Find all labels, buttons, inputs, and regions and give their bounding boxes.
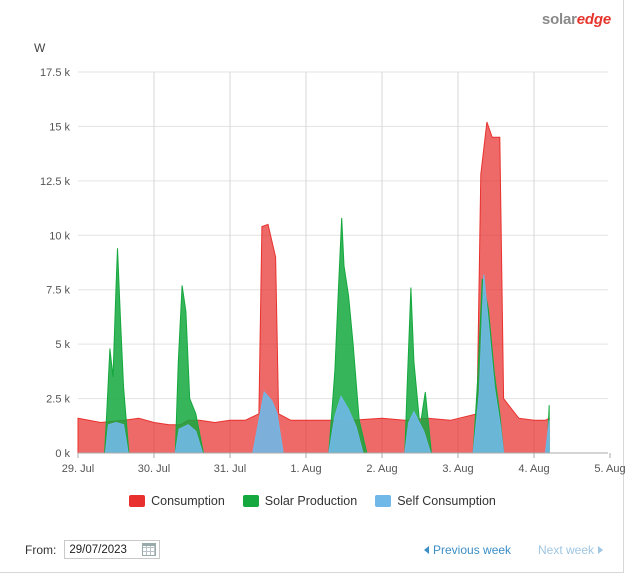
chart-axes: 0 k 2.5 k 5 k 7.5 k 10 k 12.5 k 15 k 17.5 k 29. … bbox=[34, 41, 625, 475]
legend-label-self-consumption: Self Consumption bbox=[397, 494, 496, 508]
date-value: 29/07/2023 bbox=[69, 543, 127, 556]
logo-part1: solar bbox=[541, 11, 577, 28]
chevron-right-icon bbox=[598, 546, 604, 554]
x-tick-label: 1. Aug bbox=[290, 463, 321, 475]
y-tick-label: 5 k bbox=[55, 339, 70, 351]
series-area-consumption bbox=[77, 121, 550, 454]
chart-areas bbox=[77, 121, 550, 454]
date-picker-row: From: 29/07/2023 bbox=[25, 540, 161, 559]
y-tick-label: 10 k bbox=[49, 230, 70, 242]
solaredge-logo: solaredge bbox=[542, 11, 611, 28]
date-input[interactable]: 29/07/2023 bbox=[64, 540, 161, 559]
x-tick-label: 5. Aug bbox=[594, 463, 625, 475]
series-area-solar-production bbox=[104, 217, 550, 454]
energy-chart: 0 k 2.5 k 5 k 7.5 k 10 k 12.5 k 15 k 17.5 k 29. … bbox=[34, 41, 625, 475]
legend-swatch-self-consumption bbox=[375, 495, 392, 507]
logo-part2: edge bbox=[576, 11, 611, 28]
chevron-left-icon bbox=[424, 546, 429, 554]
x-tick-label: 3. Aug bbox=[442, 463, 473, 475]
previous-week-button[interactable]: Previous week bbox=[424, 543, 511, 557]
legend-swatch-solar-production bbox=[242, 495, 259, 507]
y-tick-label: 15 k bbox=[49, 121, 70, 133]
legend-label-consumption: Consumption bbox=[151, 494, 225, 508]
y-tick-label: 0 k bbox=[55, 448, 70, 460]
legend-item-self-consumption[interactable]: Self Consumption bbox=[375, 494, 496, 508]
legend-item-consumption[interactable]: Consumption bbox=[129, 494, 225, 508]
legend-swatch-consumption bbox=[129, 495, 146, 507]
y-tick-label: 17.5 k bbox=[40, 67, 70, 79]
next-week-label: Next week bbox=[538, 543, 595, 557]
legend-label-solar-production: Solar Production bbox=[264, 494, 358, 508]
chart-legend: Consumption Solar Production Self Consum… bbox=[0, 494, 625, 508]
x-tick-label: 4. Aug bbox=[518, 463, 549, 475]
y-tick-label: 2.5 k bbox=[46, 394, 70, 406]
next-week-button[interactable]: Next week bbox=[538, 543, 604, 557]
x-tick-label: 30. Jul bbox=[138, 463, 170, 475]
legend-item-solar-production[interactable]: Solar Production bbox=[242, 494, 358, 508]
calendar-icon[interactable] bbox=[142, 543, 157, 556]
x-tick-label: 31. Jul bbox=[214, 463, 246, 475]
x-tick-label: 2. Aug bbox=[366, 463, 397, 475]
from-label: From: bbox=[25, 542, 57, 557]
y-tick-label: 7.5 k bbox=[46, 285, 70, 297]
y-tick-label: 12.5 k bbox=[40, 176, 70, 188]
previous-week-label: Previous week bbox=[433, 543, 512, 557]
y-axis-title: W bbox=[34, 41, 46, 55]
series-area-self-consumption bbox=[104, 274, 550, 454]
x-tick-label: 29. Jul bbox=[62, 463, 94, 475]
